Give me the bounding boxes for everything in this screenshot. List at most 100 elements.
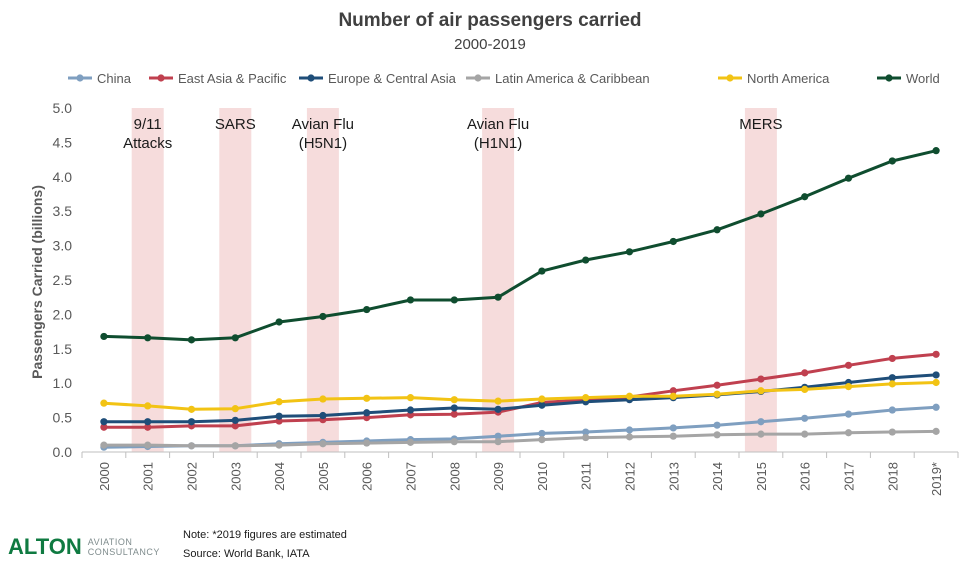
data-point [888,374,896,382]
data-point [538,395,546,403]
data-point [538,436,546,444]
event-label: 9/11 [134,116,162,133]
data-point [275,398,283,406]
event-band [306,108,339,452]
event-label: Avian Flu [292,116,354,133]
data-point [275,441,283,449]
data-point [625,248,634,256]
data-point [713,390,721,398]
data-point [450,396,458,404]
event-label: MERS [739,116,782,133]
data-point [406,296,415,304]
data-point [844,174,853,182]
data-point [144,423,152,431]
legend-marker [726,74,734,82]
data-point [363,409,371,417]
y-tick-label: 1.5 [53,341,73,357]
data-point [450,438,458,446]
data-point [757,387,765,395]
series-group [100,147,940,451]
x-tick-label: 2005 [316,462,331,491]
data-point [319,312,327,321]
x-tick-label: 2014 [710,462,725,491]
y-tick-label: 1.0 [53,375,73,391]
x-tick-label: 2002 [185,462,200,491]
data-point [363,305,371,314]
data-point [669,237,677,246]
footer-source: Source: World Bank, IATA [183,548,310,560]
data-point [669,392,677,400]
x-tick-label: 2017 [842,462,857,491]
data-point [757,430,765,438]
data-point [275,318,283,326]
event-bands [131,108,777,452]
data-point [801,193,809,201]
x-tick-label: 2010 [535,462,550,491]
data-point [231,422,239,430]
legend-entry: China [97,71,132,86]
data-point [319,395,327,403]
data-point [494,438,502,446]
series-line [103,429,937,448]
data-point [932,350,940,358]
data-point [100,418,108,426]
data-point [669,387,677,395]
data-point [713,421,721,429]
data-point [363,439,371,447]
y-axis-label: Passengers Carried (billions) [29,185,45,379]
data-point [844,429,853,437]
x-tick-label: 2019* [929,462,944,496]
y-tick-label: 4.0 [53,169,73,185]
logo-sub-line2: CONSULTANCY [87,547,160,557]
x-tick-label: 2011 [579,462,594,490]
data-point [844,361,853,369]
data-point [801,430,809,438]
logo-subtitle: AVIATION CONSULTANCY [88,537,160,557]
chart-subtitle: 2000-2019 [454,36,526,53]
event-label: (H1N1) [474,135,522,152]
axes: 0.0 0.5 1.0 1.5 2.0 2.5 3.0 3.5 4.0 4.5 5.0 2000 200… [53,100,959,496]
legend-marker [885,74,893,82]
event-label: Attacks [123,135,172,152]
data-point [406,394,415,402]
footer-note: Note: *2019 figures are estimated [183,529,347,541]
series-line [103,381,937,411]
x-tick-label: 2004 [272,462,287,491]
data-point [669,424,677,432]
x-tick-label: 2000 [97,462,112,491]
x-tick-label: 2018 [885,462,900,491]
logo-sub-line1: AVIATION [87,537,133,547]
data-point [757,210,765,218]
data-point [888,354,896,363]
data-point [888,157,896,165]
event-label: Avian Flu [467,116,529,133]
legend-entry: East Asia & Pacific [178,71,287,86]
y-tick-label: 3.0 [53,238,73,254]
data-point [144,402,152,410]
legend-marker [307,74,315,82]
data-point [100,441,108,449]
data-point [538,401,546,409]
data-point [801,369,809,377]
data-point [932,378,940,387]
event-labels: 9/11 Attacks SARS Avian Flu (H5N1) Avian Flu (… [123,116,782,152]
series-line [103,373,937,424]
data-point [187,442,196,450]
legend-marker [76,74,84,82]
data-point [494,405,502,413]
legend-marker [157,74,165,82]
data-point [494,397,502,405]
data-point [494,432,502,440]
y-tick-label: 4.5 [53,134,73,150]
x-tick-label: 2015 [754,462,769,491]
y-tick-label: 2.0 [53,306,73,322]
data-point [450,410,458,418]
data-point [888,406,896,414]
data-point [494,293,502,301]
event-band [744,108,777,452]
x-tick-label: 2012 [623,462,638,491]
data-point [625,426,634,434]
series-line [103,149,937,342]
y-tick-label: 5.0 [53,100,73,116]
data-point [100,423,108,431]
